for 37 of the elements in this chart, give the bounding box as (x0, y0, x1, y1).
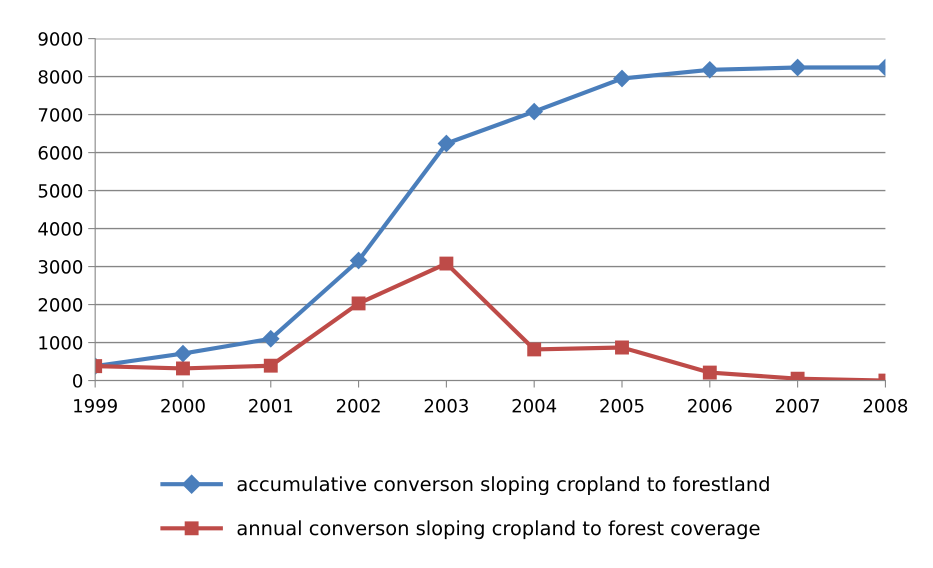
point (615, 340, 629, 354)
x-tick-label: 1999 (74, 398, 117, 413)
x-tick-label: 2000 (161, 398, 205, 413)
y-tick-label: 2000 (38, 298, 82, 312)
x-tick-label: 2003 (424, 398, 468, 413)
point (438, 134, 455, 152)
y-tick-label: 0 (73, 374, 82, 388)
point (702, 366, 717, 380)
point (264, 358, 278, 373)
y-tick-label: 3000 (38, 260, 82, 274)
x-tick-label: 2004 (512, 398, 556, 413)
point (176, 361, 190, 376)
y-tick-label: 7000 (38, 108, 82, 122)
y-tick-label: 1000 (39, 336, 82, 350)
y-tick-label: 9000 (38, 32, 82, 46)
x-tick-label: 2006 (688, 398, 732, 413)
y-tick-label: 4000 (38, 222, 82, 236)
x-tick-label: 2005 (600, 398, 644, 413)
x-tick-label: 2001 (249, 398, 292, 413)
point (350, 252, 368, 270)
y-tick-label: 8000 (38, 70, 82, 84)
legend-label: annual converson sloping cropland to forest coverage (238, 520, 760, 540)
x-tick-label: 2007 (776, 398, 820, 413)
x-tick-label: 2008 (864, 398, 908, 413)
point (352, 296, 366, 310)
point (526, 103, 543, 120)
y-tick-label: 6000 (38, 146, 82, 160)
point (613, 70, 631, 88)
legend-label: accumulative converson sloping cropland to forestland (238, 476, 769, 496)
point (174, 345, 192, 362)
point (439, 256, 454, 270)
x-tick-label: 2002 (336, 398, 380, 413)
point (527, 342, 542, 356)
point (789, 58, 806, 76)
point (701, 61, 718, 78)
point (262, 330, 280, 348)
y-tick-label: 5000 (38, 184, 82, 198)
